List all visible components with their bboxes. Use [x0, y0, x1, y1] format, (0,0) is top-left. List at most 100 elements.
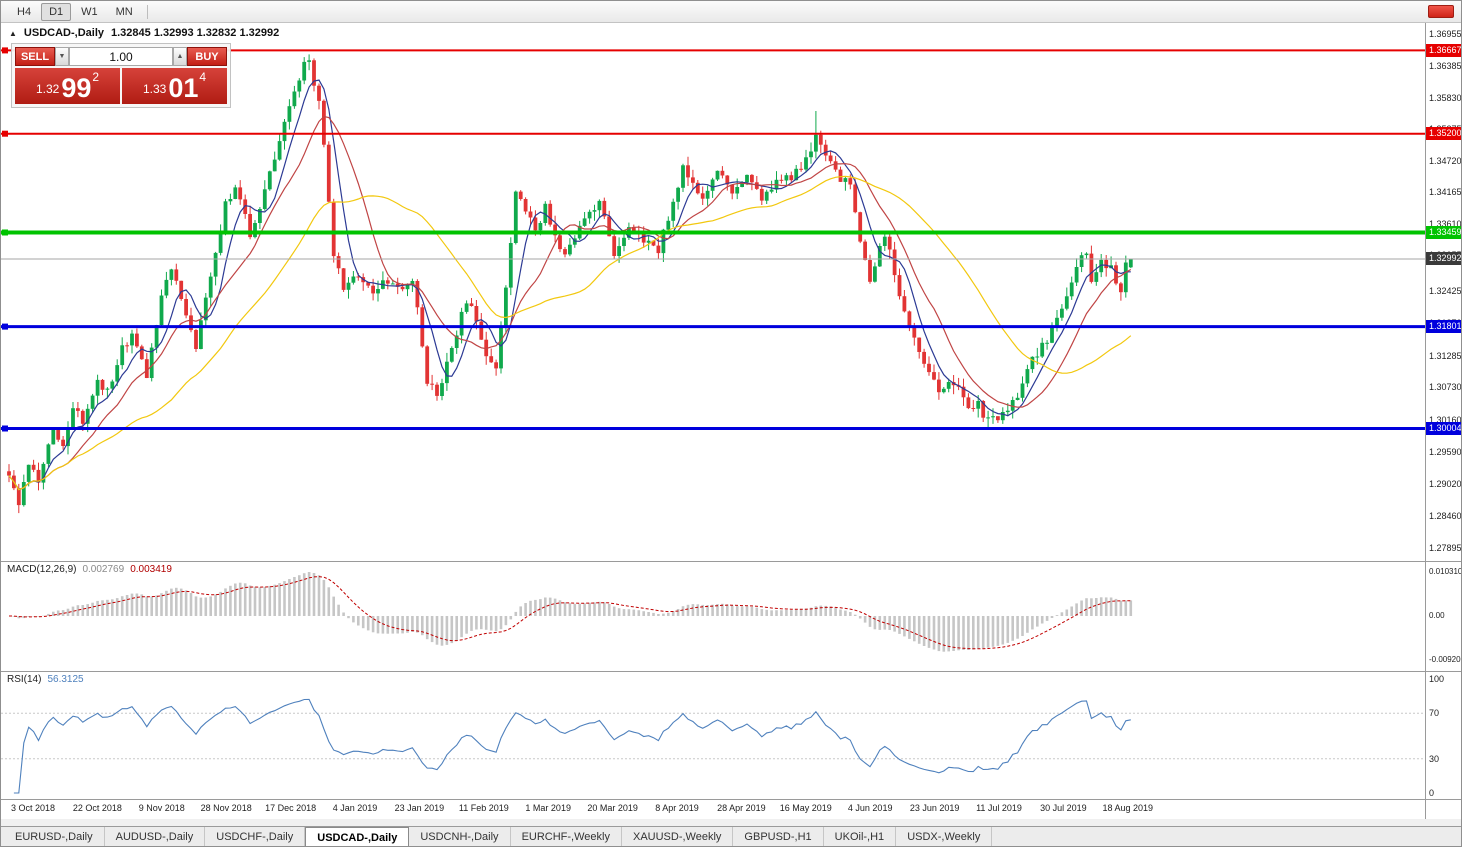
chart-tab-bar: EURUSD-,Daily AUDUSD-,Daily USDCHF-,Daily U…	[1, 826, 1461, 846]
date-label: 9 Nov 2018	[138, 803, 185, 813]
macd-main-value: 0.002769	[82, 564, 125, 575]
price-tick-label: 1.32425	[1429, 286, 1462, 297]
chart-window: ▲ USDCAD-,Daily 1.32845 1.32993 1.32832 …	[1, 23, 1462, 819]
alert-button[interactable]	[1428, 5, 1454, 18]
price-tick-label: 1.30160	[1429, 414, 1462, 425]
macd-pane[interactable]	[1, 561, 1425, 671]
rsi-scale-label: 70	[1429, 708, 1440, 719]
timeframe-buttons: H4 D1 W1 MN	[9, 2, 141, 21]
time-axis[interactable]: 3 Oct 2018 22 Oct 2018 9 Nov 2018 28 Nov 20…	[1, 799, 1425, 819]
one-click-trading-panel: SELL ▼ ▲ BUY 1.32 99 2 1.33 01 4	[11, 43, 231, 108]
timeframe-button-w1[interactable]: W1	[81, 5, 98, 18]
date-label: 18 Aug 2019	[1102, 803, 1154, 813]
bid-price-pips: 99	[61, 73, 92, 103]
rsi-pane[interactable]	[1, 671, 1425, 799]
chart-tab-usdcad-daily[interactable]: USDCAD-,Daily	[305, 827, 410, 846]
timeframe-button-h4[interactable]: H4	[17, 5, 32, 18]
price-tick-label: 1.36385	[1429, 61, 1462, 72]
price-tick-label: 1.27895	[1429, 543, 1462, 554]
one-click-collapse-icon[interactable]: ▲	[9, 28, 17, 38]
date-label: 30 Jul 2019	[1040, 803, 1087, 813]
macd-signal-value: 0.003419	[130, 564, 172, 575]
price-tick-label: 1.29590	[1429, 447, 1462, 458]
bid-price-prefix: 1.32	[35, 82, 60, 96]
price-tick-label: 1.35830	[1429, 92, 1462, 103]
chart-tab-usdcnh-daily[interactable]: USDCNH-,Daily	[409, 827, 511, 846]
pane-separator[interactable]	[1, 561, 1461, 562]
macd-name: MACD(12,26,9)	[7, 564, 77, 575]
rsi-name: RSI(14)	[7, 674, 42, 685]
chart-tab-audusd-daily[interactable]: AUDUSD-,Daily	[105, 827, 206, 846]
level-price-label: 1.31801	[1426, 320, 1461, 334]
date-label: 1 Mar 2019	[525, 803, 571, 813]
main-chart-canvas[interactable]	[1, 23, 1425, 561]
date-label: 23 Jun 2019	[909, 803, 960, 813]
timeframe-button-mn[interactable]: MN	[115, 5, 133, 18]
chart-tab-ukoil-h1[interactable]: UKOil-,H1	[824, 827, 897, 846]
date-label: 17 Dec 2018	[265, 803, 317, 813]
price-axis[interactable]: 1.369551.363851.358301.352751.347201.341…	[1425, 23, 1462, 819]
volume-input[interactable]	[69, 47, 173, 66]
bid-price-button[interactable]: 1.32 99 2	[15, 68, 120, 104]
date-label: 28 Nov 2018	[200, 803, 252, 813]
date-label: 23 Jan 2019	[394, 803, 445, 813]
chart-ohlc-values: 1.32845 1.32993 1.32832 1.32992	[111, 27, 280, 39]
date-label: 11 Feb 2019	[458, 803, 509, 813]
toolbar-separator	[146, 4, 148, 19]
ask-price-button[interactable]: 1.33 01 4	[122, 68, 227, 104]
macd-scale-label: 0.00	[1429, 611, 1445, 620]
chart-title: ▲ USDCAD-,Daily 1.32845 1.32993 1.32832 …	[9, 27, 279, 39]
level-price-label: 1.35200	[1426, 127, 1461, 141]
rsi-scale-label: 0	[1429, 788, 1435, 798]
date-label: 11 Jul 2019	[976, 803, 1022, 813]
date-label: 8 Apr 2019	[655, 803, 699, 813]
macd-indicator-label: MACD(12,26,9) 0.002769 0.003419	[7, 564, 172, 575]
chart-tab-eurchf-weekly[interactable]: EURCHF-,Weekly	[511, 827, 622, 846]
volume-increase-icon[interactable]: ▲	[173, 47, 187, 66]
volume-decrease-icon[interactable]: ▼	[55, 47, 69, 66]
date-label: 28 Apr 2019	[717, 803, 766, 813]
chart-tab-eurusd-daily[interactable]: EURUSD-,Daily	[4, 827, 105, 846]
date-label: 3 Oct 2018	[10, 803, 56, 813]
chart-tab-gbpusd-h1[interactable]: GBPUSD-,H1	[733, 827, 824, 846]
ask-price-prefix: 1.33	[142, 82, 167, 96]
chart-tab-usdchf-daily[interactable]: USDCHF-,Daily	[205, 827, 306, 846]
chart-tab-list: EURUSD-,Daily AUDUSD-,Daily USDCHF-,Daily U…	[4, 827, 993, 846]
price-tick-label: 1.34165	[1429, 187, 1462, 198]
sell-button[interactable]: SELL	[15, 47, 55, 66]
bid-price-point: 2	[92, 70, 100, 84]
chart-symbol-period: USDCAD-,Daily	[23, 27, 104, 39]
timeframe-button-d1[interactable]: D1	[41, 2, 72, 21]
macd-scale-label: 0.0103105	[1429, 567, 1462, 576]
level-price-label: 1.36667	[1426, 43, 1461, 57]
rsi-scale-label: 30	[1429, 753, 1440, 764]
rsi-indicator-label: RSI(14) 56.3125	[7, 674, 84, 685]
price-tick-label: 1.30730	[1429, 382, 1462, 393]
date-label: 4 Jun 2019	[847, 803, 893, 813]
date-label: 4 Jan 2019	[332, 803, 378, 813]
price-tick-label: 1.31285	[1429, 350, 1462, 361]
chart-tab-xauusd-weekly[interactable]: XAUUSD-,Weekly	[622, 827, 734, 846]
chart-tab-usdx-weekly[interactable]: USDX-,Weekly	[896, 827, 993, 846]
price-tick-label: 1.28460	[1429, 511, 1462, 522]
price-tick-label: 1.29020	[1429, 479, 1462, 490]
ask-price-pips: 01	[168, 73, 199, 103]
price-tick-label: 1.33610	[1429, 218, 1462, 229]
pane-separator[interactable]	[1, 671, 1461, 672]
date-label: 16 May 2019	[779, 803, 832, 813]
pane-separator	[1, 799, 1461, 800]
ask-price-point: 4	[199, 70, 207, 84]
level-price-label: 1.30004	[1426, 422, 1461, 436]
rsi-value: 56.3125	[47, 674, 84, 685]
current-price-label: 1.32992	[1426, 252, 1461, 266]
macd-scale-label: -0.0092003	[1429, 655, 1461, 664]
rsi-scale-label: 100	[1429, 674, 1445, 684]
date-label: 22 Oct 2018	[72, 803, 122, 813]
date-label: 20 Mar 2019	[587, 803, 638, 813]
level-price-label: 1.33459	[1426, 225, 1461, 239]
price-tick-label: 1.36955	[1429, 29, 1462, 40]
price-tick-label: 1.34720	[1429, 155, 1462, 166]
buy-button[interactable]: BUY	[187, 47, 227, 66]
toolbar: H4 D1 W1 MN	[1, 1, 1461, 23]
